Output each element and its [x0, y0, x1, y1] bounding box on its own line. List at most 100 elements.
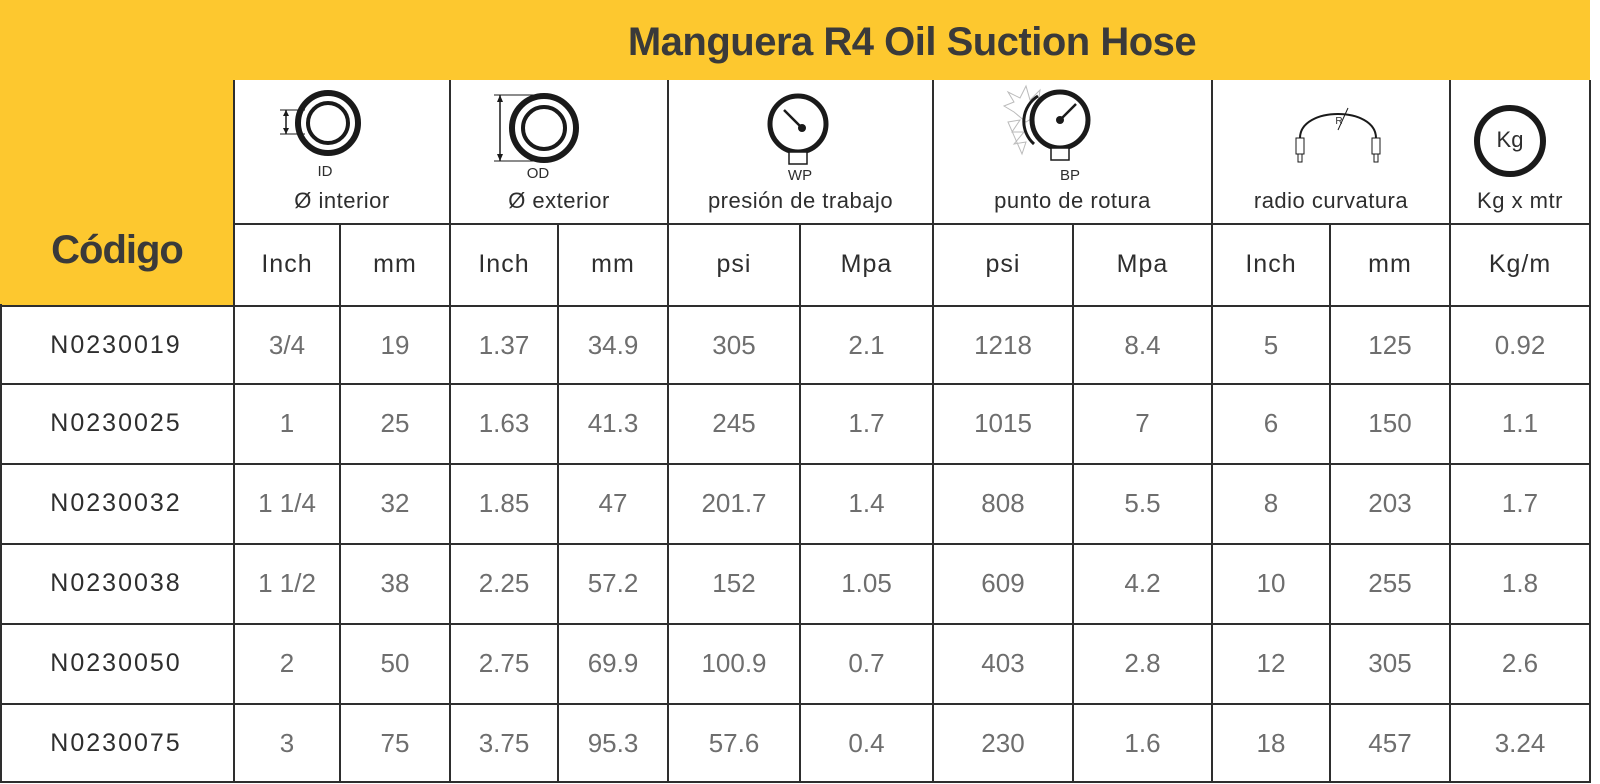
value-cell: 1218 [974, 330, 1032, 360]
icon-caption: Kg [1496, 127, 1524, 152]
product-code: N0230025 [50, 409, 182, 437]
value-cell: 75 [380, 728, 410, 758]
grid-line-vertical [1329, 224, 1331, 782]
unit-label: psi [985, 250, 1021, 278]
grid-line-vertical [799, 224, 801, 782]
product-code: N0230050 [50, 649, 182, 677]
icon-caption: R [1335, 116, 1343, 127]
grid-line-vertical [667, 80, 669, 782]
icon-caption: BP [1059, 167, 1080, 184]
value-cell: 2.6 [1501, 648, 1539, 678]
grid-line-vertical [233, 80, 235, 782]
value-cell: 50 [380, 648, 410, 678]
working-pressure-gauge-icon [767, 93, 829, 165]
value-cell: 34.9 [587, 330, 639, 360]
value-cell: 1.05 [841, 568, 892, 598]
value-cell: 10 [1256, 568, 1286, 598]
value-cell: 1 [279, 408, 295, 438]
value-cell: 2.75 [478, 648, 530, 678]
grid-line-vertical [1449, 80, 1451, 782]
grid-line-vertical [339, 224, 341, 782]
outer-diameter-icon [494, 93, 579, 163]
value-cell: 100.9 [701, 648, 767, 678]
value-cell: 125 [1368, 330, 1412, 360]
value-cell: 12 [1256, 648, 1286, 678]
value-cell: 305 [1368, 648, 1412, 678]
value-cell: 457 [1368, 728, 1412, 758]
grid-line-horizontal [0, 463, 1591, 465]
value-cell: 1.6 [1124, 728, 1161, 758]
value-cell: 5.5 [1124, 488, 1161, 518]
code-header-background [0, 80, 234, 306]
value-cell: 41.3 [587, 408, 639, 438]
value-cell: 32 [380, 488, 410, 518]
value-cell: 403 [981, 648, 1025, 678]
value-cell: 1.8 [1501, 568, 1539, 598]
value-cell: 150 [1368, 408, 1412, 438]
value-cell: 18 [1256, 728, 1286, 758]
value-cell: 808 [981, 488, 1025, 518]
grid-line-horizontal [0, 305, 1591, 307]
title-bar [0, 0, 1590, 80]
weight-kg-icon [1474, 105, 1546, 177]
group-label: presión de trabajo [707, 188, 894, 213]
value-cell: 1.7 [1501, 488, 1539, 518]
unit-label: Inch [478, 250, 530, 278]
value-cell: 152 [712, 568, 756, 598]
unit-label: Inch [1245, 250, 1297, 278]
value-cell: 305 [712, 330, 756, 360]
value-cell: 245 [712, 408, 756, 438]
value-cell: 6 [1263, 408, 1279, 438]
icon-caption: WP [787, 167, 813, 184]
group-label: Kg x mtr [1477, 188, 1563, 213]
product-code: N0230032 [50, 489, 182, 517]
group-label: Ø exterior [508, 188, 610, 213]
value-cell: 3 [279, 728, 295, 758]
grid-line-vertical [932, 80, 934, 782]
value-cell: 5 [1263, 330, 1279, 360]
value-cell: 69.9 [587, 648, 639, 678]
value-cell: 25 [380, 408, 410, 438]
unit-label: mm [591, 250, 635, 278]
value-cell: 0.4 [848, 728, 885, 758]
value-cell: 1.4 [848, 488, 885, 518]
value-cell: 95.3 [587, 728, 639, 758]
unit-label: psi [716, 250, 752, 278]
grid-line-vertical [1072, 224, 1074, 782]
value-cell: 609 [981, 568, 1025, 598]
value-cell: 3.75 [478, 728, 530, 758]
value-cell: 2.1 [848, 330, 885, 360]
grid-line-horizontal [0, 623, 1591, 625]
unit-label: Kg/m [1488, 250, 1552, 278]
bend-radius-icon [1295, 107, 1381, 163]
value-cell: 3/4 [268, 330, 306, 360]
grid-line-vertical [1211, 80, 1213, 782]
group-label: radio curvatura [1253, 188, 1409, 213]
value-cell: 57.6 [708, 728, 760, 758]
icon-caption: OD [526, 165, 550, 182]
grid-line-horizontal [0, 383, 1591, 385]
icon-caption: ID [317, 163, 333, 180]
unit-label: Mpa [1116, 250, 1169, 278]
value-cell: 38 [380, 568, 410, 598]
grid-line-horizontal [0, 781, 1591, 783]
value-cell: 57.2 [587, 568, 639, 598]
value-cell: 1.37 [478, 330, 530, 360]
value-cell: 2.25 [478, 568, 530, 598]
value-cell: 1.63 [478, 408, 530, 438]
unit-label: Inch [261, 250, 313, 278]
value-cell: 1015 [974, 408, 1032, 438]
value-cell: 1.85 [478, 488, 530, 518]
grid-line-vertical [449, 80, 451, 782]
product-code: N0230019 [50, 331, 182, 359]
grid-line-horizontal [0, 543, 1591, 545]
value-cell: 0.7 [848, 648, 885, 678]
value-cell: 201.7 [701, 488, 767, 518]
value-cell: 255 [1368, 568, 1412, 598]
value-cell: 1 1/4 [258, 488, 316, 518]
unit-label: mm [373, 250, 417, 278]
value-cell: 3.24 [1494, 728, 1546, 758]
unit-label: Mpa [840, 250, 893, 278]
table-title: Manguera R4 Oil Suction Hose [627, 20, 1197, 64]
